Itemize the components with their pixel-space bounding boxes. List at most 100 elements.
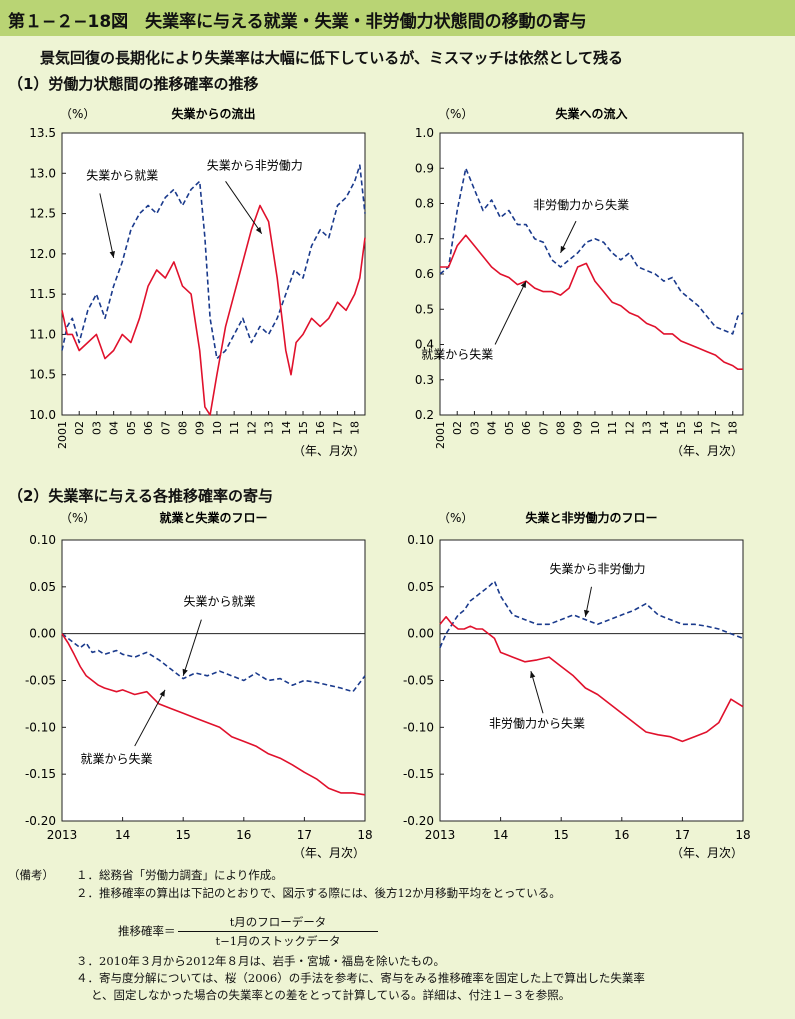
chart-1-ytick-label: 12.5: [29, 207, 56, 221]
chart-2-ytick-label: 0.3: [415, 373, 434, 387]
chart-1-ytick-label: 10.0: [29, 408, 56, 422]
chart-1-xtick-label: 02: [73, 421, 86, 435]
chart-3-label-arrowhead-2: [159, 689, 165, 697]
chart-4-plot-area: [439, 539, 744, 822]
chart-1-plot-area: [61, 132, 366, 416]
note-4b: と、固定しなかった場合の失業率との差をとって計算している。詳細は、付注１−３を参…: [91, 988, 571, 1002]
chart-2-xtick-label: 07: [537, 421, 550, 435]
chart-4-label-arrowhead-2: [530, 671, 536, 679]
chart-2-xtick-label: 05: [503, 421, 516, 435]
chart-3-ytick-label: -0.20: [25, 814, 56, 828]
chart-3-series-2-line: [61, 633, 366, 796]
section-2-heading: （2）失業率に与える各推移確率の寄与: [8, 487, 273, 505]
chart-1-ytick-label: 10.5: [29, 368, 56, 382]
chart-1-xtick-label: 11: [228, 421, 241, 435]
note-2: ２．推移確率の算出は下記のとおりで、図示する際には、後方12か月移動平均をとって…: [76, 886, 561, 900]
chart-4-xtick-label: 17: [675, 828, 690, 842]
chart-2-xtick-label: 16: [692, 421, 705, 435]
chart-2-label-arrow-2: [494, 280, 527, 345]
chart-2-ytick-label: 0.8: [415, 197, 434, 211]
chart-1-label-arrowhead-2: [255, 226, 262, 234]
chart-1-xtick-label: 05: [125, 421, 138, 435]
chart-3-ytick-label: 0.10: [29, 533, 56, 547]
note-4a: ４．寄与度分解については、桜（2006）の手法を参考に、寄与をみる推移確率を固定…: [76, 971, 645, 985]
figure-title: 第１−２−18図 失業率に与える就業・失業・非労働力状態間の移動の寄与: [8, 12, 587, 32]
formula-numerator: t月のフローデータ: [178, 914, 378, 932]
chart-4-xtick-label: 18: [735, 828, 750, 842]
chart-3-ytick-label: -0.05: [25, 674, 56, 688]
chart-1-xtick-label: 07: [159, 421, 172, 435]
chart-3-ytick-label: 0.00: [29, 627, 56, 641]
chart-2-label-arrowhead-2: [520, 281, 527, 288]
chart-3-plot-area: [61, 539, 366, 822]
chart-3-label-arrow-1: [182, 619, 202, 676]
chart-4-xtick-label: 14: [493, 828, 508, 842]
chart-4-xtick-label: 2013: [425, 828, 456, 842]
chart-2-series-2-line: [440, 234, 743, 371]
chart-3-xtick-label: 17: [297, 828, 312, 842]
notes-label: （備考）: [8, 868, 54, 882]
chart-4-ytick-label: 0.10: [407, 533, 434, 547]
chart-2-xtick-label: 11: [606, 421, 619, 435]
chart-3-series-label-2: 就業から失業: [81, 751, 153, 766]
chart-1-xtick-label: 14: [280, 421, 293, 435]
chart-2-xtick-label: 15: [675, 421, 688, 435]
chart-1-xtick-label: 06: [142, 421, 155, 435]
formula-fraction: t月のフローデータ t−1月のストックデータ: [178, 914, 378, 949]
chart-1-xtick-label: 10: [211, 421, 224, 435]
chart-1-xtick-label: 17: [331, 421, 344, 435]
chart-4-label-arrowhead-1: [584, 609, 590, 617]
chart-3-title: 就業と失業のフロー: [159, 510, 267, 525]
chart-3-label-arrowhead-1: [182, 668, 188, 676]
chart-2-ytick-label: 0.7: [415, 232, 434, 246]
section-1-heading: （1）労働力状態間の推移確率の推移: [8, 75, 259, 93]
chart-4-title: 失業と非労働力のフロー: [525, 510, 657, 525]
figure-subtitle: 景気回復の長期化により失業率は大幅に低下しているが、ミスマッチは依然として残る: [40, 49, 624, 67]
chart-2-xtick-label: 03: [468, 421, 481, 435]
chart-3-unit-label: （%）: [60, 511, 95, 525]
chart-2-ytick-label: 0.9: [415, 161, 434, 175]
chart-4-series-label-1: 失業から非労働力: [550, 561, 646, 576]
formula-denominator: t−1月のストックデータ: [215, 934, 341, 948]
chart-4-label-arrow-2: [530, 670, 544, 714]
chart-1-xtick-label: 2001: [56, 421, 69, 449]
chart-3-ytick-label: -0.15: [25, 767, 56, 781]
chart-1-label-arrowhead-1: [109, 251, 115, 258]
chart-1-xtick-label: 18: [349, 421, 362, 435]
chart-1-xtick-label: 15: [297, 421, 310, 435]
chart-3-series-1-line: [61, 633, 366, 693]
formula-lhs: 推移確率＝: [118, 924, 176, 938]
chart-3-xtick-label: 18: [357, 828, 372, 842]
chart-2-xtick-label: 10: [589, 421, 602, 435]
chart-2-xtick-label: 02: [451, 421, 464, 435]
chart-3-xunit-label: （年、月次）: [293, 846, 365, 860]
chart-2-unit-label: （%）: [438, 107, 473, 121]
chart-2-xtick-label: 18: [727, 421, 740, 435]
chart-1-series-label-1: 失業から就業: [86, 168, 158, 183]
chart-3-xtick-label: 14: [115, 828, 130, 842]
chart-2-xunit-label: （年、月次）: [671, 444, 743, 458]
chart-2-xtick-label: 13: [641, 421, 654, 435]
chart-1-ytick-label: 11.0: [29, 327, 56, 341]
chart-1-xtick-label: 12: [245, 421, 258, 435]
chart-3-xtick-label: 15: [176, 828, 191, 842]
chart-2-ytick-label: 0.6: [415, 267, 434, 281]
chart-4-ytick-label: -0.05: [403, 674, 434, 688]
chart-4-unit-label: （%）: [438, 511, 473, 525]
note-1: １．総務省「労働力調査」により作成。: [76, 868, 283, 882]
chart-1-xtick-label: 13: [263, 421, 276, 435]
chart-1-ytick-label: 12.0: [29, 247, 56, 261]
figure-title-bar: 第１−２−18図 失業率に与える就業・失業・非労働力状態間の移動の寄与: [0, 0, 795, 36]
chart-1-ytick-label: 13.0: [29, 166, 56, 180]
chart-1-xtick-label: 03: [90, 421, 103, 435]
chart-2-xtick-label: 17: [709, 421, 722, 435]
chart-4-ytick-label: -0.20: [403, 814, 434, 828]
chart-1-xtick-label: 09: [194, 421, 207, 435]
chart-2-xtick-label: 06: [520, 421, 533, 435]
chart-3-ytick-label: 0.05: [29, 580, 56, 594]
chart-1-series-label-2: 失業から非労働力: [207, 157, 303, 172]
chart-1-series-2-line: [61, 204, 366, 416]
chart-2-ytick-label: 0.2: [415, 408, 434, 422]
chart-2-title: 失業への流入: [555, 106, 627, 121]
chart-1-series-1-line: [61, 164, 366, 360]
